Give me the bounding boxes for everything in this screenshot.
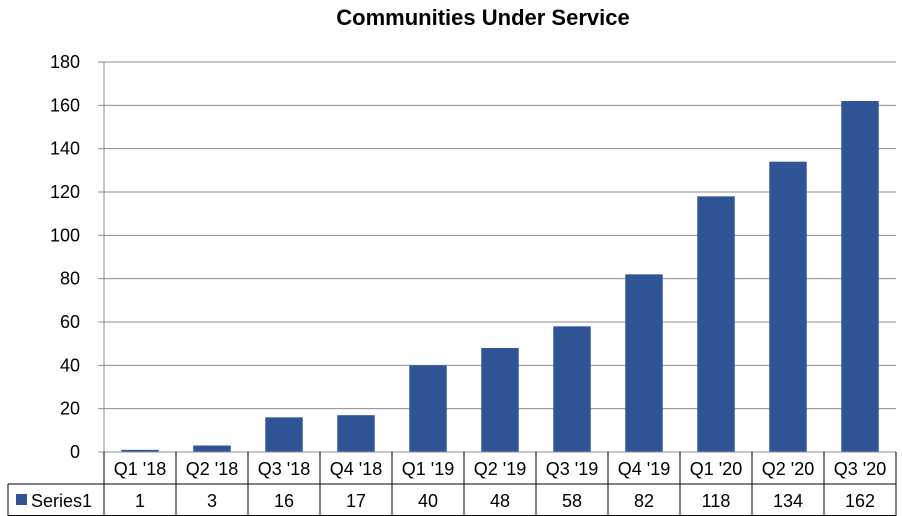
bar-q3-20 xyxy=(841,101,879,452)
x-tick-label: Q1 '18 xyxy=(114,459,166,479)
y-tick-label: 140 xyxy=(50,139,80,159)
legend-key-series1 xyxy=(16,494,27,505)
bar-q4-18 xyxy=(337,415,375,452)
y-tick-label: 60 xyxy=(60,312,80,332)
data-table-value: 16 xyxy=(274,491,294,511)
bar-q3-19 xyxy=(553,326,591,452)
y-tick-label: 0 xyxy=(70,442,80,462)
data-table-value: 17 xyxy=(346,491,366,511)
x-tick-label: Q2 '18 xyxy=(186,459,238,479)
data-table-value: 82 xyxy=(634,491,654,511)
x-tick-label: Q4 '19 xyxy=(618,459,670,479)
data-table-value: 3 xyxy=(207,491,217,511)
x-tick-label: Q2 '19 xyxy=(474,459,526,479)
gridlines xyxy=(104,61,896,410)
y-tick-label: 20 xyxy=(60,399,80,419)
x-tick-label: Q3 '20 xyxy=(834,459,886,479)
y-tick-label: 40 xyxy=(60,355,80,375)
bar-q3-18 xyxy=(265,417,303,452)
data-table-value: 40 xyxy=(418,491,438,511)
data-table-value: 48 xyxy=(490,491,510,511)
bars xyxy=(121,101,879,452)
bar-q4-19 xyxy=(625,274,663,452)
y-tick-label: 80 xyxy=(60,269,80,289)
x-tick-label: Q3 '19 xyxy=(546,459,598,479)
x-tick-label: Q1 '20 xyxy=(690,459,742,479)
x-tick-label: Q2 '20 xyxy=(762,459,814,479)
bar-q2-19 xyxy=(481,348,519,452)
bar-q2-18 xyxy=(193,445,231,452)
chart-title: Communities Under Service xyxy=(336,5,629,30)
x-tick-label: Q1 '19 xyxy=(402,459,454,479)
bar-q1-19 xyxy=(409,365,447,452)
data-table-value: 118 xyxy=(702,491,731,511)
y-tick-label: 120 xyxy=(50,182,80,202)
bar-q1-18 xyxy=(121,449,159,452)
legend-label-series1: Series1 xyxy=(31,491,92,511)
y-tick-label: 100 xyxy=(50,225,80,245)
x-tick-label: Q3 '18 xyxy=(258,459,310,479)
data-table-value: 134 xyxy=(773,491,803,511)
data-table-value: 1 xyxy=(135,491,145,511)
bar-q1-20 xyxy=(697,196,735,452)
bar-q2-20 xyxy=(769,161,807,452)
y-tick-label: 160 xyxy=(50,95,80,115)
x-tick-label: Q4 '18 xyxy=(330,459,382,479)
data-table: Q1 '18 1 Q2 '18 3 Q3 '18 16 Q4 '18 17 Q1 '19 40 Q2… xyxy=(7,452,897,516)
data-table-value: 162 xyxy=(845,491,875,511)
y-tick-label: 180 xyxy=(50,52,80,72)
data-table-value: 58 xyxy=(562,491,582,511)
